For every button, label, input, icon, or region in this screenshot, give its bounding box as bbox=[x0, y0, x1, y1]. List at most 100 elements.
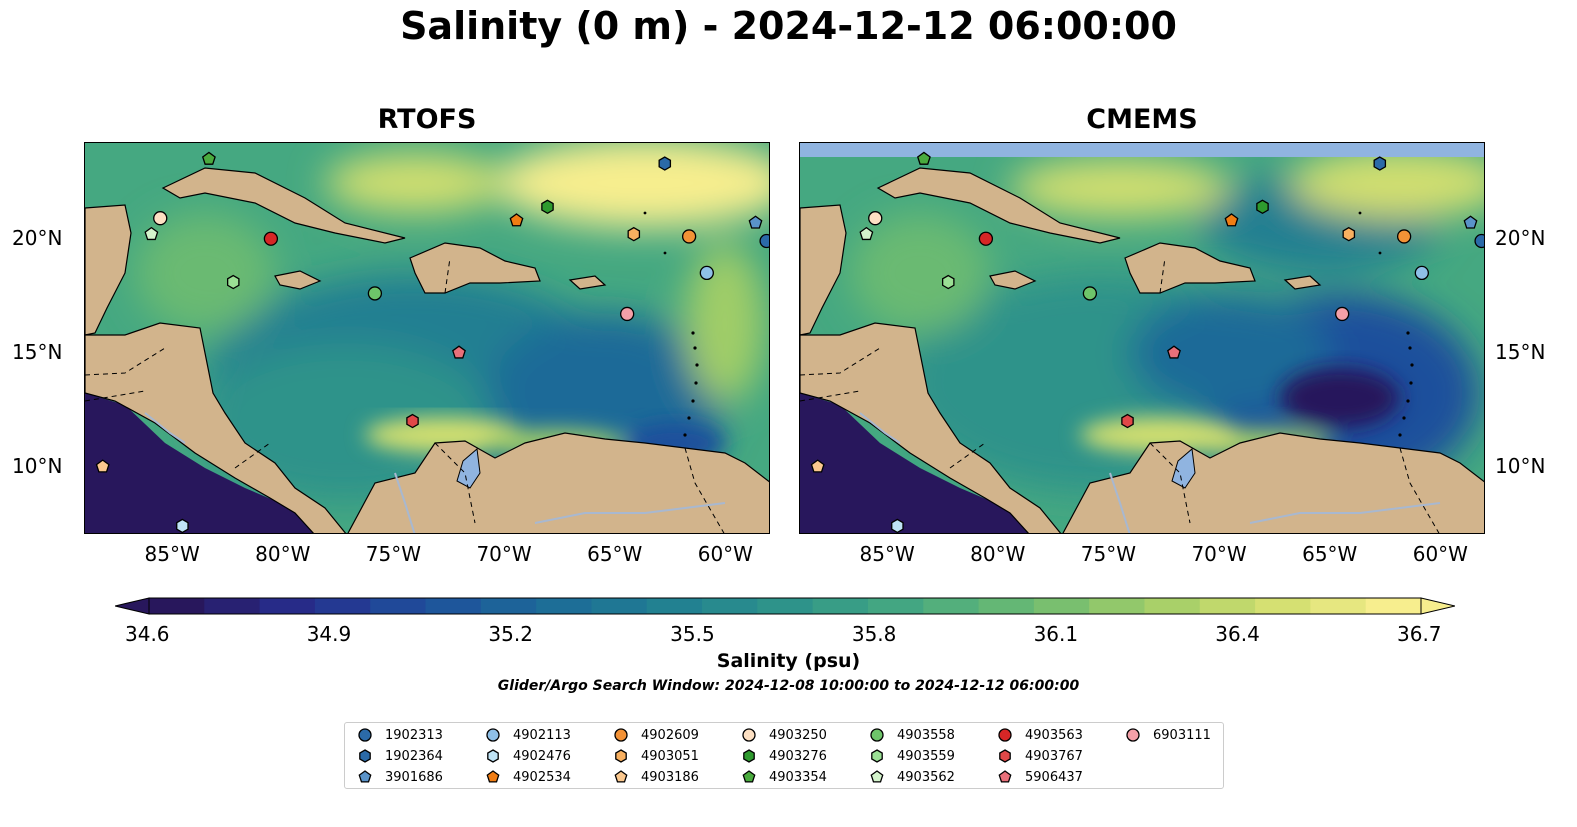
colorbar bbox=[114, 594, 1456, 618]
float-marker-4903250 bbox=[153, 211, 168, 226]
colorbar-segment bbox=[867, 598, 924, 614]
legend-item: 4903562 bbox=[869, 767, 955, 787]
pentagon-marker-icon bbox=[870, 770, 884, 783]
legend-marker-5906437 bbox=[998, 770, 1012, 783]
colorbar-tick-label: 35.5 bbox=[670, 622, 715, 646]
colorbar-extend-high bbox=[1420, 597, 1456, 615]
legend-marker-6903111 bbox=[1126, 728, 1140, 742]
colorbar-label: Salinity (psu) bbox=[716, 650, 861, 672]
legend-item: 1902313 bbox=[357, 725, 443, 745]
colorbar-segment bbox=[646, 598, 703, 614]
colorbar-segment bbox=[923, 598, 980, 614]
float-legend: 1902313 1902364 3901686 4902113 4902476 49025… bbox=[344, 722, 1224, 789]
circle-marker-icon bbox=[1126, 728, 1140, 742]
colorbar-segment bbox=[591, 598, 648, 614]
colorbar-segment bbox=[1144, 598, 1201, 614]
hexagon-marker-icon bbox=[487, 749, 499, 763]
legend-label: 4903354 bbox=[769, 769, 827, 785]
colorbar-outline bbox=[148, 597, 1422, 615]
float-marker-4903558 bbox=[367, 286, 383, 301]
colorbar-segment bbox=[1089, 598, 1145, 614]
colorbar-segment bbox=[536, 598, 592, 614]
lon-tick-label: 75°W bbox=[365, 542, 422, 566]
circle-marker-icon bbox=[742, 728, 756, 742]
legend-marker-4903767 bbox=[999, 749, 1011, 763]
float-marker-1902313 bbox=[759, 233, 769, 249]
legend-label: 4903562 bbox=[897, 769, 955, 785]
legend-label: 4903186 bbox=[641, 769, 699, 785]
legend-label: 1902313 bbox=[385, 727, 443, 743]
float-marker-4903354 bbox=[916, 151, 931, 165]
legend-marker-4903558 bbox=[870, 728, 884, 742]
legend-item: 4903767 bbox=[997, 746, 1083, 766]
legend-label: 4903250 bbox=[769, 727, 827, 743]
colorbar-segment bbox=[1033, 598, 1090, 614]
float-marker-3901686 bbox=[1463, 215, 1478, 229]
colorbar-segment bbox=[1310, 598, 1367, 614]
legend-item: 4903558 bbox=[869, 725, 955, 745]
legend-label: 4903559 bbox=[897, 748, 955, 764]
legend-item: 4903051 bbox=[613, 746, 699, 766]
legend-item: 4903563 bbox=[997, 725, 1083, 745]
pentagon-marker-icon bbox=[742, 770, 756, 783]
legend-item: 4903354 bbox=[741, 767, 827, 787]
float-marker-4903276 bbox=[1256, 199, 1269, 215]
legend-label: 6903111 bbox=[1153, 727, 1211, 743]
legend-item: 4902476 bbox=[485, 746, 571, 766]
legend-marker-4903051 bbox=[615, 749, 627, 763]
float-marker-4902609 bbox=[1396, 229, 1412, 244]
legend-label: 5906437 bbox=[1025, 769, 1083, 785]
float-marker-4903051 bbox=[1342, 226, 1356, 242]
lon-tick-label: 60°W bbox=[1412, 542, 1468, 566]
lat-tick-label-left: 15°N bbox=[12, 339, 63, 364]
colorbar-segment bbox=[978, 598, 1035, 614]
colorbar-segment bbox=[425, 598, 482, 614]
colorbar-segment bbox=[702, 598, 758, 614]
map-rtofs[interactable] bbox=[84, 142, 770, 534]
float-marker-4903767 bbox=[1121, 413, 1134, 429]
legend-marker-4903354 bbox=[742, 770, 756, 783]
colorbar-segment bbox=[757, 598, 814, 614]
float-marker-4903563 bbox=[978, 231, 994, 246]
colorbar-segment bbox=[812, 598, 869, 614]
legend-label: 1902364 bbox=[385, 748, 443, 764]
pentagon-marker-icon bbox=[614, 770, 628, 783]
float-marker-4903767 bbox=[406, 413, 419, 429]
legend-label: 4903767 bbox=[1025, 748, 1083, 764]
float-marker-1902313 bbox=[1474, 233, 1484, 249]
legend-marker-1902364 bbox=[359, 749, 371, 763]
circle-marker-icon bbox=[358, 728, 372, 742]
colorbar-segment bbox=[1365, 598, 1422, 614]
colorbar-tick-label: 34.6 bbox=[125, 622, 170, 646]
float-marker-4902113 bbox=[1414, 265, 1429, 281]
lon-tick-label: 65°W bbox=[587, 542, 643, 566]
lat-tick-label-right: 15°N bbox=[1495, 339, 1546, 364]
float-markers-rtofs bbox=[95, 151, 769, 533]
float-marker-4903562 bbox=[859, 226, 874, 241]
legend-item: 4902609 bbox=[613, 725, 699, 745]
legend-label: 4902609 bbox=[641, 727, 699, 743]
circle-marker-icon bbox=[614, 728, 628, 742]
legend-label: 3901686 bbox=[385, 769, 443, 785]
float-marker-4903559 bbox=[941, 274, 955, 290]
colorbar-segment bbox=[204, 598, 261, 614]
circle-marker-icon bbox=[870, 728, 884, 742]
legend-marker-4903563 bbox=[998, 728, 1012, 742]
lat-tick-label-left: 20°N bbox=[12, 225, 63, 250]
legend-marker-4903562 bbox=[870, 770, 884, 783]
float-marker-4903559 bbox=[226, 274, 240, 290]
legend-marker-4903276 bbox=[743, 749, 755, 763]
legend-label: 4902534 bbox=[513, 769, 571, 785]
circle-marker-icon bbox=[998, 728, 1012, 742]
legend-item: 6903111 bbox=[1125, 725, 1211, 745]
legend-item: 4902113 bbox=[485, 725, 571, 745]
float-marker-4903562 bbox=[144, 226, 159, 241]
float-marker-1902364 bbox=[658, 156, 672, 171]
legend-item: 5906437 bbox=[997, 767, 1083, 787]
float-marker-4902113 bbox=[699, 265, 714, 281]
pentagon-marker-icon bbox=[358, 770, 372, 783]
map-cmems[interactable] bbox=[799, 142, 1485, 534]
float-marker-5906437 bbox=[452, 345, 466, 359]
colorbar-tick-label: 36.1 bbox=[1033, 622, 1079, 646]
figure-title: Salinity (0 m) - 2024-12-12 06:00:00 bbox=[400, 4, 1177, 48]
